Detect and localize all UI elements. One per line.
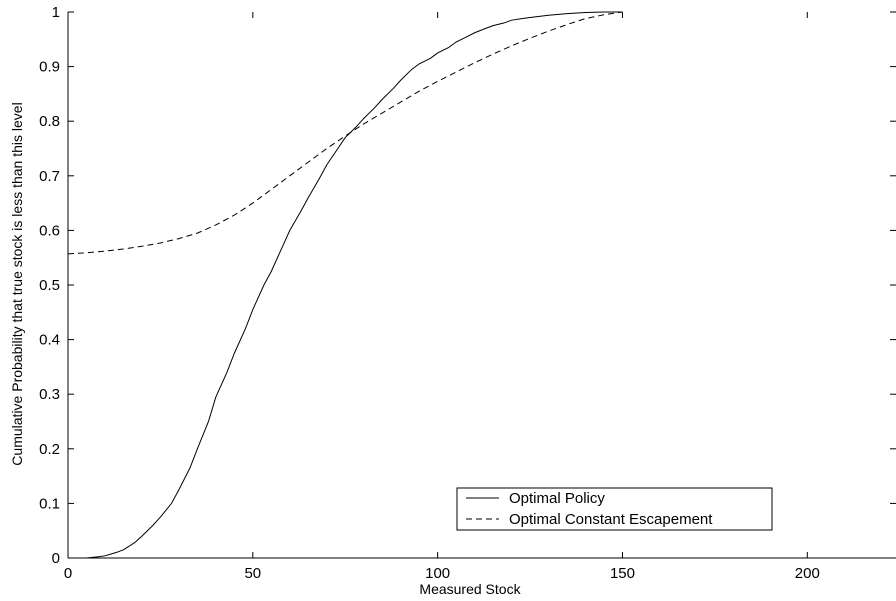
- y-tick-label: 0.7: [39, 168, 60, 185]
- x-tick-label: 100: [425, 565, 450, 582]
- y-axis-title: Cumulative Probability that true stock i…: [9, 102, 25, 465]
- y-tick-label: 0.2: [39, 441, 60, 458]
- y-tick-label: 0.9: [39, 59, 60, 76]
- x-axis-title: Measured Stock: [419, 581, 521, 597]
- x-tick-label: 50: [244, 565, 261, 582]
- y-tick-label: 0.1: [39, 495, 60, 512]
- y-tick-label: 1: [52, 4, 60, 21]
- y-tick-label: 0.6: [39, 222, 60, 239]
- x-tick-label: 200: [795, 565, 820, 582]
- y-tick-label: 0: [52, 550, 60, 567]
- y-tick-label: 0.8: [39, 113, 60, 130]
- y-tick-label: 0.5: [39, 277, 60, 294]
- x-tick-label: 0: [64, 565, 72, 582]
- y-tick-label: 0.3: [39, 386, 60, 403]
- x-tick-label: 150: [610, 565, 635, 582]
- legend: Optimal Policy Optimal Constant Escapeme…: [457, 488, 772, 530]
- y-tick-label: 0.4: [39, 332, 60, 349]
- legend-label-constant-escapement: Optimal Constant Escapement: [509, 511, 713, 528]
- legend-label-optimal-policy: Optimal Policy: [509, 490, 605, 507]
